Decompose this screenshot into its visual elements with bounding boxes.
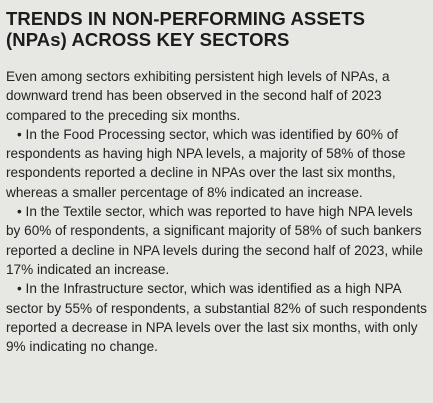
bullet-marker: • xyxy=(17,126,22,142)
title-line-2: (NPAs) ACROSS KEY SECTORS xyxy=(6,29,290,50)
bullet-infrastructure: • In the Infrastructure sector, which wa… xyxy=(6,279,427,356)
bullet-text: In the Food Processing sector, which was… xyxy=(6,126,406,200)
bullet-food-processing: • In the Food Processing sector, which w… xyxy=(6,125,427,202)
panel-title: TRENDS IN NON-PERFORMING ASSETS (NPAs) A… xyxy=(6,8,427,50)
intro-paragraph: Even among sectors exhibiting persistent… xyxy=(6,69,390,123)
panel-body: Even among sectors exhibiting persistent… xyxy=(6,67,427,356)
bullet-marker: • xyxy=(17,281,22,297)
bullet-text: In the Infrastructure sector, which was … xyxy=(6,281,427,355)
bullet-marker: • xyxy=(17,204,22,220)
bullet-text: In the Textile sector, which was reporte… xyxy=(6,204,423,277)
title-line-1: TRENDS IN NON-PERFORMING ASSETS xyxy=(6,8,366,29)
bullet-textile: • In the Textile sector, which was repor… xyxy=(6,202,427,279)
